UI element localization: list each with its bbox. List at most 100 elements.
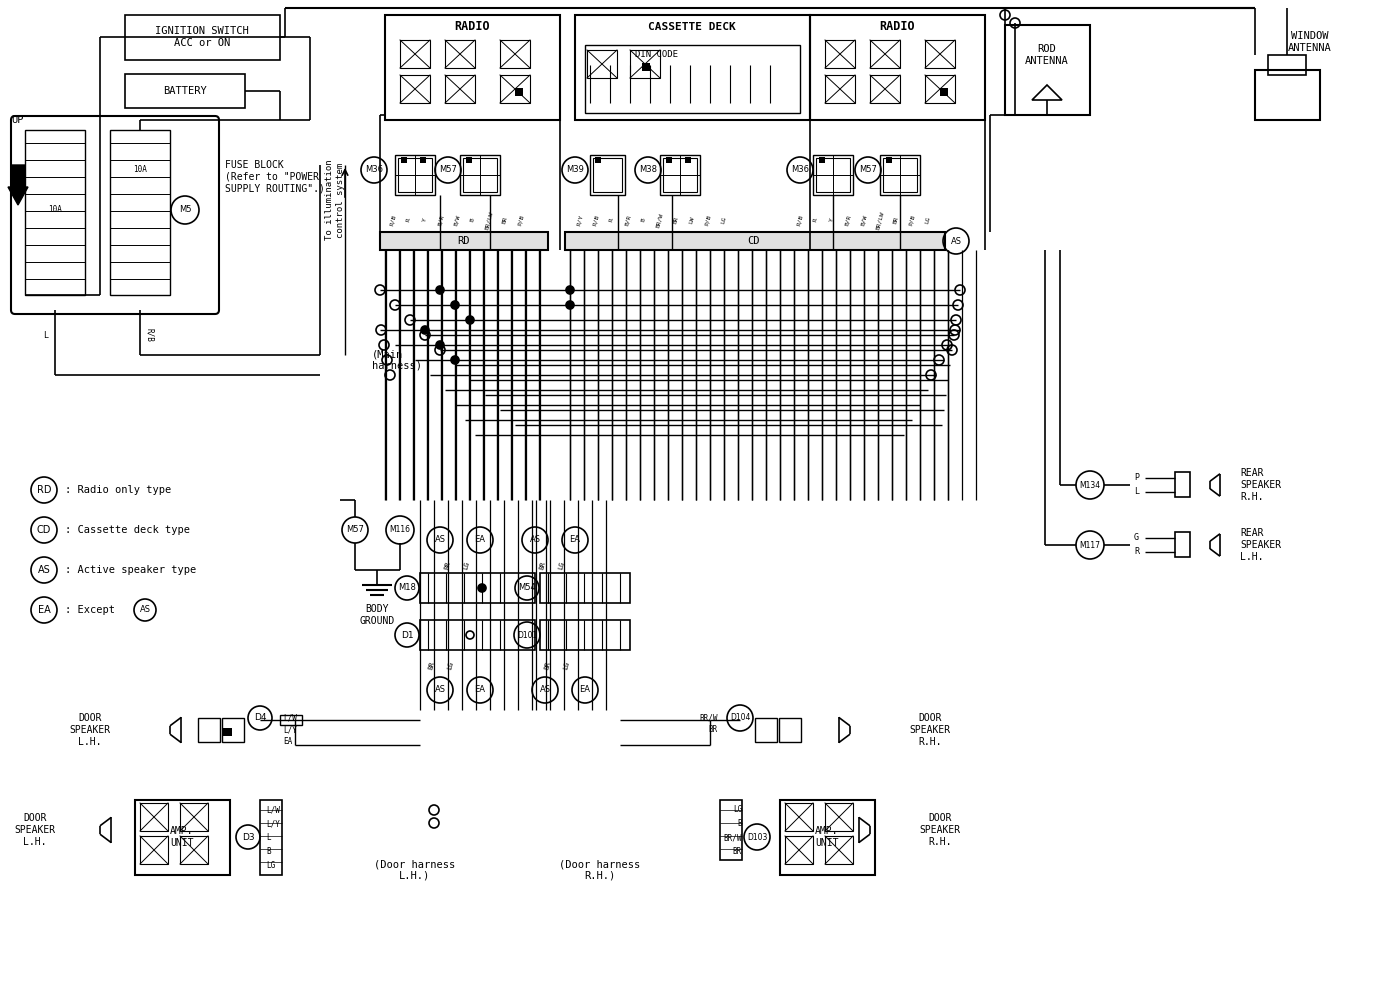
Text: P/B: P/B bbox=[704, 214, 711, 226]
Text: To illumination
control system: To illumination control system bbox=[326, 160, 345, 240]
Bar bbox=[110, 130, 170, 295]
Text: R/B: R/B bbox=[592, 214, 600, 226]
Bar bbox=[818, 157, 825, 163]
Text: DOOR
SPEAKER
R.H.: DOOR SPEAKER R.H. bbox=[920, 813, 960, 846]
Bar bbox=[594, 157, 601, 163]
Text: BR: BR bbox=[444, 560, 452, 569]
Text: LG: LG bbox=[266, 861, 276, 871]
Text: L: L bbox=[43, 330, 47, 339]
Text: M57: M57 bbox=[438, 166, 457, 175]
Text: L/W: L/W bbox=[266, 806, 280, 814]
Text: 10A: 10A bbox=[49, 205, 61, 214]
Text: M36: M36 bbox=[791, 166, 809, 175]
Text: L: L bbox=[1134, 487, 1139, 497]
Text: LW: LW bbox=[689, 215, 696, 224]
Text: RADIO: RADIO bbox=[880, 21, 915, 34]
Text: M18: M18 bbox=[398, 583, 416, 592]
Text: L/W: L/W bbox=[283, 713, 296, 722]
Bar bbox=[880, 155, 920, 195]
Bar bbox=[1175, 472, 1190, 497]
Bar bbox=[825, 40, 855, 68]
Text: B/R: B/R bbox=[624, 214, 632, 226]
Text: (Main
harness): (Main harness) bbox=[372, 349, 422, 371]
Text: LG: LG bbox=[445, 660, 454, 670]
Bar bbox=[180, 803, 207, 831]
Text: BR: BR bbox=[501, 215, 508, 224]
Bar bbox=[459, 155, 500, 195]
Text: EA: EA bbox=[38, 605, 50, 615]
Bar bbox=[540, 620, 631, 650]
Bar bbox=[1005, 25, 1090, 115]
Text: M39: M39 bbox=[567, 166, 583, 175]
Text: FUSE BLOCK
(Refer to "POWER
SUPPLY ROUTING".): FUSE BLOCK (Refer to "POWER SUPPLY ROUTI… bbox=[226, 160, 324, 193]
Circle shape bbox=[436, 341, 444, 349]
Text: P/B: P/B bbox=[518, 214, 525, 226]
Bar bbox=[785, 803, 813, 831]
Bar bbox=[660, 155, 700, 195]
Text: D4: D4 bbox=[253, 713, 266, 722]
Text: : Cassette deck type: : Cassette deck type bbox=[65, 525, 189, 535]
Bar bbox=[515, 88, 523, 96]
Bar bbox=[25, 130, 85, 295]
Bar bbox=[940, 88, 948, 96]
Bar bbox=[420, 620, 535, 650]
Circle shape bbox=[420, 326, 429, 334]
Text: R: R bbox=[813, 217, 818, 222]
Bar bbox=[926, 40, 955, 68]
Text: AMP.
UNIT: AMP. UNIT bbox=[816, 826, 839, 848]
Text: D3: D3 bbox=[242, 832, 255, 841]
Circle shape bbox=[436, 286, 444, 294]
Text: RD: RD bbox=[458, 236, 470, 246]
Text: (Door harness
L.H.): (Door harness L.H.) bbox=[374, 859, 455, 881]
Bar bbox=[386, 15, 560, 120]
Text: UP: UP bbox=[11, 115, 24, 125]
Text: LG: LG bbox=[721, 215, 728, 224]
Text: BR: BR bbox=[539, 560, 547, 569]
Text: DOOR
SPEAKER
L.H.: DOOR SPEAKER L.H. bbox=[14, 813, 56, 846]
Bar bbox=[400, 75, 430, 103]
Bar bbox=[380, 232, 548, 250]
Bar bbox=[420, 157, 426, 163]
Bar bbox=[926, 75, 955, 103]
Text: BR/LW: BR/LW bbox=[484, 210, 494, 230]
Text: M57: M57 bbox=[347, 526, 363, 535]
Text: BR/LW: BR/LW bbox=[876, 210, 885, 230]
Bar bbox=[135, 800, 230, 875]
Text: AS: AS bbox=[540, 685, 550, 694]
Bar bbox=[1256, 70, 1320, 120]
Text: B: B bbox=[738, 819, 742, 828]
Text: P: P bbox=[1134, 473, 1139, 482]
Circle shape bbox=[466, 316, 475, 324]
Text: BR: BR bbox=[427, 660, 436, 670]
Text: EA: EA bbox=[475, 536, 486, 545]
Bar bbox=[445, 75, 475, 103]
Bar bbox=[500, 40, 530, 68]
Text: BR: BR bbox=[892, 215, 899, 224]
Text: P/B: P/B bbox=[908, 214, 916, 226]
Bar bbox=[685, 157, 690, 163]
Text: BATTERY: BATTERY bbox=[163, 86, 207, 96]
Text: EA: EA bbox=[579, 685, 590, 694]
Text: M38: M38 bbox=[639, 166, 657, 175]
Bar bbox=[813, 155, 853, 195]
Text: REAR
SPEAKER
L.H.: REAR SPEAKER L.H. bbox=[1240, 529, 1281, 561]
Text: D103: D103 bbox=[748, 832, 767, 841]
Text: R: R bbox=[406, 217, 412, 222]
Bar bbox=[825, 836, 853, 864]
Text: BODY
GROUND: BODY GROUND bbox=[359, 604, 394, 626]
Bar bbox=[593, 158, 622, 192]
Bar bbox=[870, 75, 901, 103]
FancyBboxPatch shape bbox=[11, 116, 219, 314]
Bar bbox=[420, 573, 535, 603]
Text: R/B: R/B bbox=[145, 328, 155, 342]
Text: M57: M57 bbox=[859, 166, 877, 175]
Text: B/W: B/W bbox=[860, 214, 867, 226]
Bar bbox=[590, 155, 625, 195]
Bar bbox=[500, 75, 530, 103]
Text: EA: EA bbox=[569, 536, 580, 545]
Bar bbox=[180, 836, 207, 864]
Bar bbox=[870, 40, 901, 68]
Text: Y: Y bbox=[830, 217, 835, 222]
Text: B/R: B/R bbox=[844, 214, 852, 226]
Bar bbox=[565, 232, 945, 250]
